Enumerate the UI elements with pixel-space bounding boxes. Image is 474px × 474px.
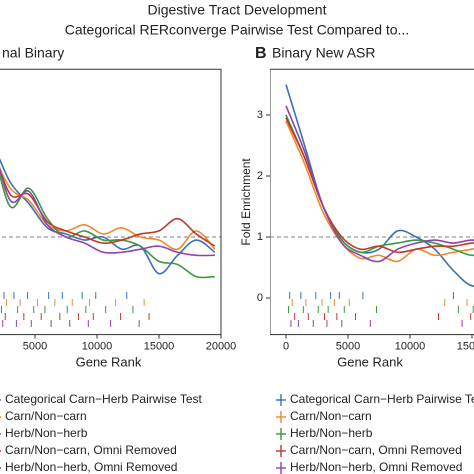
- plot-frame: [270, 68, 474, 336]
- panel-title: Binary New ASR: [272, 45, 375, 61]
- legend-label: Herb/Non−herb: [5, 426, 88, 440]
- plot-frame: [0, 68, 222, 336]
- y-tick-label: 0: [257, 292, 263, 304]
- y-tick-label: 2: [257, 170, 263, 182]
- x-axis-label: Gene Rank: [76, 354, 142, 369]
- panel-title: nal Binary: [2, 45, 64, 61]
- panel-label: B: [255, 45, 267, 62]
- legend-label: Categorical Carn−Herb Pairwise Test: [290, 392, 474, 406]
- y-axis-label: Fold Enrichment: [239, 158, 253, 246]
- x-tick-label: 10000: [395, 341, 426, 353]
- x-tick-label: 0: [283, 341, 289, 353]
- x-axis-label: Gene Rank: [337, 354, 403, 369]
- x-tick-label: 15000: [457, 341, 474, 353]
- series-line: [0, 172, 215, 279]
- x-tick-label: 20000: [206, 341, 237, 353]
- figure-title: Digestive Tract Development: [148, 2, 327, 18]
- series-line: [0, 167, 216, 247]
- series-line: [285, 105, 474, 263]
- series-line: [0, 166, 215, 257]
- legend-label: Categorical Carn−Herb Pairwise Test: [5, 392, 203, 406]
- panel: [0, 68, 222, 336]
- y-tick-label: 1: [257, 231, 263, 243]
- legend-label: Carn/Non−carn, Omni Removed: [290, 443, 462, 457]
- legend-label: Carn/Non−carn, Omni Removed: [5, 443, 177, 457]
- x-tick-label: 5000: [23, 341, 47, 353]
- legend-label: Herb/Non−herb: [290, 426, 373, 440]
- series-line: [285, 120, 474, 263]
- series-line: [285, 117, 474, 254]
- x-tick-label: 5000: [336, 341, 360, 353]
- series-line: [0, 167, 216, 251]
- x-tick-label: 15000: [144, 341, 175, 353]
- series-line: [0, 158, 216, 275]
- legend-label: Carn/Non−carn: [5, 409, 87, 423]
- panel: [270, 68, 474, 336]
- x-tick-label: 10000: [82, 341, 113, 353]
- legend-label: Herb/Non−herb, Omni Removed: [290, 460, 462, 474]
- legend-label: Carn/Non−carn: [290, 409, 372, 423]
- legend-label: Herb/Non−herb, Omni Removed: [5, 460, 177, 474]
- figure-subtitle: Categorical RERconverge Pairwise Test Co…: [65, 22, 409, 38]
- y-tick-label: 3: [257, 109, 263, 121]
